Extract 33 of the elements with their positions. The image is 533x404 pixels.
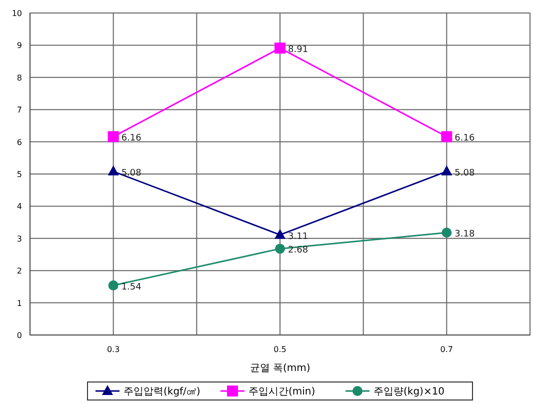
legend-label: 주입시간(min) xyxy=(248,386,316,398)
data-label: 2.68 xyxy=(288,246,308,256)
point xyxy=(441,131,452,142)
data-label: 1.54 xyxy=(121,282,142,292)
data-label: 8.91 xyxy=(288,45,308,56)
y-tick-label: 10 xyxy=(12,9,22,18)
y-tick-label: 2 xyxy=(16,266,22,276)
point xyxy=(108,280,118,290)
point xyxy=(441,165,452,176)
x-axis-title: 균열 폭(mm) xyxy=(250,363,310,374)
point xyxy=(442,228,452,238)
y-tick-label: 5 xyxy=(16,170,22,179)
y-tick-label: 1 xyxy=(16,298,22,308)
legend-label: 주입량(kg)×10 xyxy=(374,386,445,398)
point xyxy=(274,42,286,54)
point xyxy=(108,165,119,176)
point xyxy=(274,228,286,239)
x-tick-label: 0.3 xyxy=(106,345,120,354)
data-label: 6.16 xyxy=(121,134,142,144)
y-tick-label: 3 xyxy=(16,234,22,244)
point xyxy=(108,131,119,142)
y-tick-label: 0 xyxy=(16,331,22,340)
y-tick-label: 9 xyxy=(16,41,22,50)
data-label: 3.18 xyxy=(454,230,475,240)
y-tick-label: 6 xyxy=(16,138,22,147)
y-tick-label: 4 xyxy=(16,202,22,212)
legend-label: 주입압력(kgf/㎠) xyxy=(124,386,200,398)
x-tick-label: 0.7 xyxy=(440,345,454,354)
data-label: 6.16 xyxy=(454,134,475,144)
y-tick-label: 8 xyxy=(16,73,22,82)
x-tick-label: 0.5 xyxy=(274,345,286,354)
point xyxy=(275,244,285,254)
y-tick-label: 7 xyxy=(16,106,22,115)
